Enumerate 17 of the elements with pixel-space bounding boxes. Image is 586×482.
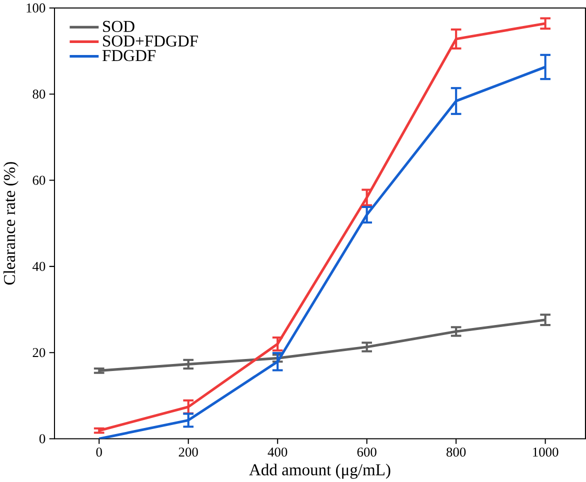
y-axis-title: Clearance rate (%) <box>3 162 18 285</box>
y-tick-label: 80 <box>32 90 46 99</box>
x-tick-label: 1000 <box>533 447 558 457</box>
y-tick-label: 0 <box>39 434 46 444</box>
y-tick-label: 100 <box>26 3 46 12</box>
y-tick-label: 60 <box>32 176 46 185</box>
legend-label: SOD <box>103 20 134 32</box>
y-tick-label: 20 <box>32 348 46 358</box>
x-tick-label: 600 <box>357 447 376 457</box>
legend-label: SOD+FDGDF <box>103 35 198 46</box>
y-tick-label: 40 <box>32 262 46 271</box>
legend-label: FDGDF <box>102 50 156 62</box>
x-tick-label: 800 <box>446 447 466 457</box>
x-tick-label: 0 <box>96 447 102 457</box>
x-tick-label: 400 <box>268 447 288 457</box>
x-axis-title: Add amount (μg/mL) <box>249 464 390 479</box>
x-tick-label: 200 <box>178 447 198 457</box>
